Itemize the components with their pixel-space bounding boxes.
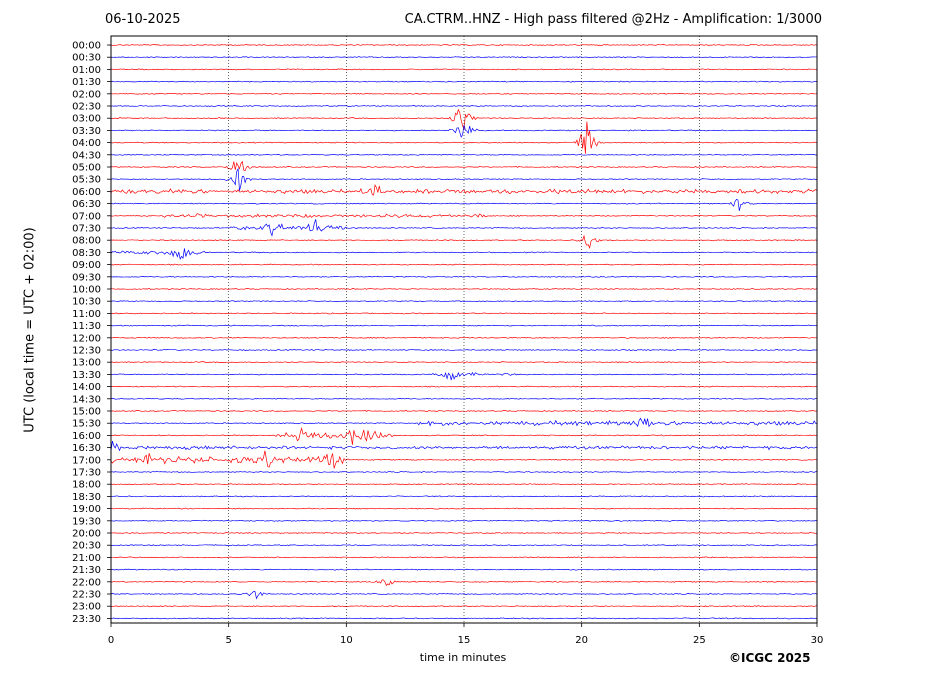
trace-2000 (110, 532, 818, 534)
row-label: 19:30 (72, 516, 101, 527)
trace-0430 (110, 153, 818, 156)
row-label: 00:00 (72, 41, 101, 52)
row-label: 09:00 (72, 260, 101, 271)
row-label: 01:30 (72, 77, 101, 88)
row-label: 06:00 (72, 187, 101, 198)
trace-1600 (110, 427, 818, 445)
trace-0530 (110, 167, 818, 191)
row-label: 05:00 (72, 163, 101, 174)
row-label: 16:30 (72, 443, 101, 454)
row-label: 10:00 (72, 285, 101, 296)
trace-1430 (110, 397, 818, 400)
trace-1230 (110, 349, 818, 351)
x-tick-label: 5 (225, 635, 231, 646)
chart-title: CA.CTRM..HNZ - High pass filtered @2Hz -… (404, 12, 822, 27)
trace-1930 (110, 519, 818, 522)
trace-1530 (110, 417, 818, 428)
row-label: 07:00 (72, 211, 101, 222)
date-label: 06-10-2025 (105, 12, 181, 27)
row-label: 12:30 (72, 346, 101, 357)
row-label: 07:30 (72, 224, 101, 235)
row-label: 01:00 (72, 65, 101, 76)
x-tick-label: 20 (575, 635, 588, 646)
row-label: 11:00 (72, 309, 101, 320)
trace-1100 (110, 312, 818, 315)
trace-0830 (110, 248, 818, 260)
row-label: 02:00 (72, 89, 101, 100)
row-label: 11:30 (72, 321, 101, 332)
x-tick-label: 0 (108, 635, 114, 646)
row-label: 06:30 (72, 199, 101, 210)
row-label: 15:00 (72, 407, 101, 418)
grid-layer (228, 36, 700, 623)
x-tick-label: 25 (693, 635, 706, 646)
row-label: 18:00 (72, 480, 101, 491)
row-label: 21:30 (72, 565, 101, 576)
row-label: 09:30 (72, 272, 101, 283)
trace-0000 (110, 44, 818, 46)
row-label: 15:30 (72, 419, 101, 430)
row-label: 14:30 (72, 394, 101, 405)
row-label: 13:00 (72, 358, 101, 369)
trace-0630 (110, 198, 818, 211)
row-label: 17:30 (72, 468, 101, 479)
x-axis-label: time in minutes (419, 651, 507, 664)
trace-2100 (110, 556, 818, 559)
trace-1030 (110, 300, 818, 303)
row-label: 19:00 (72, 504, 101, 515)
row-label: 05:30 (72, 175, 101, 186)
x-tick-label: 30 (811, 635, 824, 646)
trace-0330 (110, 125, 818, 138)
trace-0400 (110, 121, 818, 154)
row-label: 13:30 (72, 370, 101, 381)
x-tick-label: 10 (340, 635, 353, 646)
row-label: 00:30 (72, 53, 101, 64)
trace-2030 (110, 544, 818, 547)
row-label: 03:30 (72, 126, 101, 137)
row-label: 23:00 (72, 602, 101, 613)
row-label: 10:30 (72, 297, 101, 308)
trace-1800 (110, 483, 818, 486)
row-label: 03:00 (72, 114, 101, 125)
trace-1830 (110, 495, 818, 498)
trace-1900 (110, 507, 818, 510)
row-label: 22:00 (72, 577, 101, 588)
trace-layer (110, 44, 818, 620)
x-tick-label: 15 (458, 635, 471, 646)
row-label: 18:30 (72, 492, 101, 503)
row-label: 21:00 (72, 553, 101, 564)
trace-1000 (110, 288, 818, 290)
row-label: 20:30 (72, 541, 101, 552)
row-label: 23:30 (72, 614, 101, 625)
row-label: 08:00 (72, 236, 101, 247)
row-label: 20:00 (72, 529, 101, 540)
trace-1630 (110, 440, 818, 452)
copyright-label: ©ICGC 2025 (729, 651, 811, 665)
trace-1130 (110, 324, 818, 327)
trace-1300 (110, 361, 818, 364)
row-label: 12:00 (72, 333, 101, 344)
trace-1400 (110, 385, 818, 388)
row-label: 22:30 (72, 590, 101, 601)
trace-0730 (110, 219, 818, 237)
trace-1200 (110, 336, 818, 339)
trace-2130 (110, 568, 818, 571)
row-label: 08:30 (72, 248, 101, 259)
row-label: 16:00 (72, 431, 101, 442)
y-axis-label: UTC (local time = UTC + 02:00) (22, 227, 38, 433)
row-label: 14:00 (72, 382, 101, 393)
row-label: 17:00 (72, 455, 101, 466)
row-label: 04:30 (72, 150, 101, 161)
row-label: 04:00 (72, 138, 101, 149)
row-label: 02:30 (72, 102, 101, 113)
